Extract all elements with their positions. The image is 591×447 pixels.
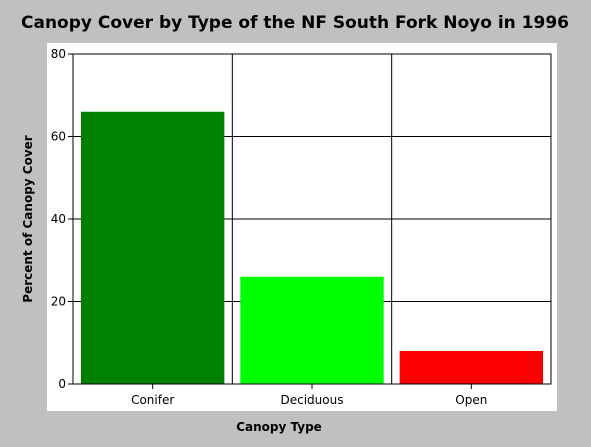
y-tick-label: 80 [51, 47, 66, 61]
bar-open [399, 351, 544, 384]
y-tick-label: 40 [51, 212, 66, 226]
y-axis-ticks: 0 20 40 60 80 [51, 47, 73, 391]
x-tick-label: Open [455, 393, 487, 407]
y-tick-label: 60 [51, 130, 66, 144]
y-tick-label: 0 [58, 377, 66, 391]
bar-conifer [80, 111, 225, 384]
x-axis-labels: Conifer Deciduous Open [131, 384, 487, 407]
y-axis-title: Percent of Canopy Cover [21, 135, 35, 302]
bars [80, 111, 544, 384]
x-axis-title: Canopy Type [236, 420, 322, 434]
chart-title: Canopy Cover by Type of the NF South For… [21, 13, 569, 33]
y-tick-label: 20 [51, 295, 66, 309]
x-tick-label: Deciduous [281, 393, 344, 407]
plot-frame [72, 53, 552, 385]
x-tick-label: Conifer [131, 393, 174, 407]
bar-deciduous [240, 276, 384, 384]
